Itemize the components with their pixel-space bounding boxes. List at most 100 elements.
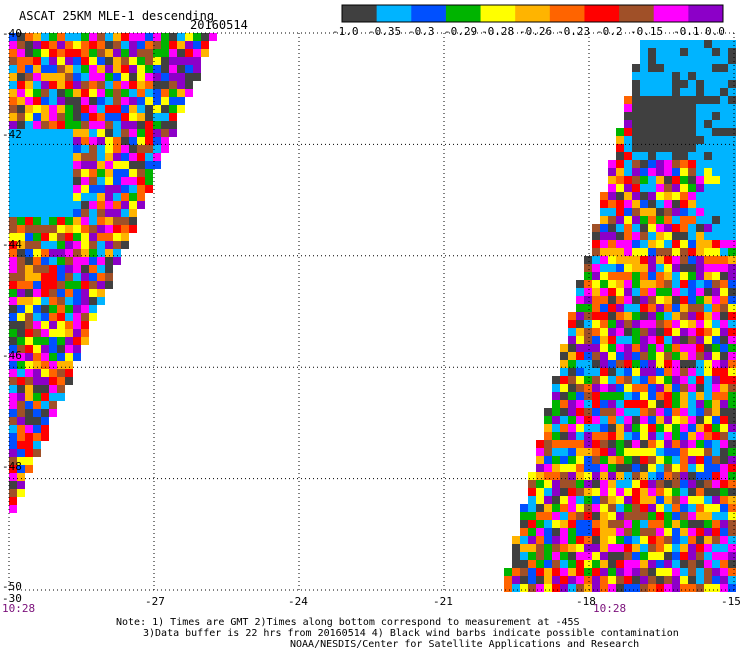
data-cell [568, 488, 576, 496]
data-cell [632, 528, 640, 536]
data-cell [616, 200, 624, 208]
data-cell [688, 288, 696, 296]
data-cell [608, 504, 616, 512]
data-cell [57, 137, 65, 145]
colorbar-label: -0.35 [368, 25, 402, 38]
data-cell [712, 464, 720, 472]
data-cell [49, 105, 57, 113]
data-cell [121, 105, 129, 113]
data-cell [600, 424, 608, 432]
product-date: 20160514 [190, 18, 248, 32]
data-cell [664, 208, 672, 216]
data-cell [49, 289, 57, 297]
data-cell [688, 296, 696, 304]
data-cell [576, 504, 584, 512]
data-cell [712, 416, 720, 424]
data-cell [129, 81, 137, 89]
data-cell [81, 273, 89, 281]
data-cell [153, 65, 161, 73]
data-cell [520, 560, 528, 568]
data-cell [624, 408, 632, 416]
data-cell [696, 152, 704, 160]
data-cell [648, 48, 656, 56]
data-cell [680, 352, 688, 360]
data-cell [688, 544, 696, 552]
data-cell [560, 496, 568, 504]
data-cell [688, 440, 696, 448]
data-cell [41, 201, 49, 209]
data-cell [640, 360, 648, 368]
data-cell [33, 345, 41, 353]
data-cell [664, 360, 672, 368]
data-cell [720, 336, 728, 344]
data-cell [81, 57, 89, 65]
data-cell [560, 480, 568, 488]
data-cell [648, 384, 656, 392]
data-cell [81, 289, 89, 297]
data-cell [65, 313, 73, 321]
data-cell [9, 105, 17, 113]
data-cell [89, 297, 97, 305]
data-cell [624, 304, 632, 312]
data-cell [728, 344, 736, 352]
data-cell [560, 552, 568, 560]
data-cell [544, 440, 552, 448]
data-cell [632, 232, 640, 240]
data-cell [640, 440, 648, 448]
data-cell [672, 160, 680, 168]
data-cell [129, 145, 137, 153]
data-cell [33, 41, 41, 49]
data-cell [664, 232, 672, 240]
data-cell [89, 201, 97, 209]
data-cell [568, 552, 576, 560]
data-cell [89, 153, 97, 161]
data-cell [608, 584, 616, 592]
data-cell [49, 33, 57, 41]
data-cell [568, 424, 576, 432]
product-title: ASCAT 25KM MLE-1 descending [19, 9, 215, 23]
data-cell [656, 448, 664, 456]
data-cell [584, 416, 592, 424]
data-cell [696, 256, 704, 264]
data-cell [137, 177, 145, 185]
data-cell [704, 240, 712, 248]
data-cell [73, 121, 81, 129]
data-cell [568, 576, 576, 584]
data-cell [600, 328, 608, 336]
data-cell [592, 272, 600, 280]
data-cell [696, 216, 704, 224]
data-cell [640, 488, 648, 496]
data-cell [672, 128, 680, 136]
data-cell [536, 560, 544, 568]
data-cell [712, 560, 720, 568]
data-cell [712, 344, 720, 352]
colorbar-segment [480, 5, 516, 22]
data-cell [608, 184, 616, 192]
data-cell [560, 368, 568, 376]
data-cell [25, 105, 33, 113]
data-cell [169, 89, 177, 97]
data-cell [712, 568, 720, 576]
data-cell [608, 256, 616, 264]
data-cell [624, 208, 632, 216]
data-cell [616, 248, 624, 256]
data-cell [672, 272, 680, 280]
data-cell [25, 433, 33, 441]
data-cell [720, 576, 728, 584]
data-cell [656, 360, 664, 368]
data-cell [600, 488, 608, 496]
data-cell [129, 217, 137, 225]
data-cell [65, 321, 73, 329]
data-cell [672, 368, 680, 376]
data-cell [201, 49, 209, 57]
data-cell [65, 153, 73, 161]
data-cell [137, 97, 145, 105]
data-cell [520, 584, 528, 592]
data-cell [584, 376, 592, 384]
data-cell [728, 320, 736, 328]
data-cell [592, 536, 600, 544]
data-cell [656, 152, 664, 160]
data-cell [624, 184, 632, 192]
data-cell [97, 145, 105, 153]
data-cell [137, 33, 145, 41]
